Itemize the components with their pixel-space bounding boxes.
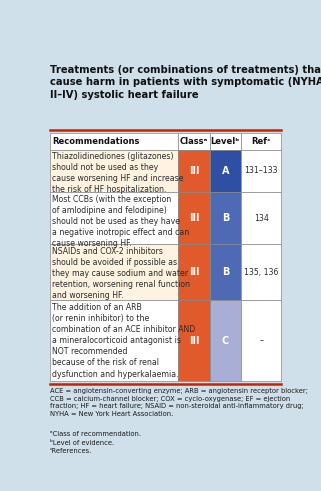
Bar: [178, 150, 210, 192]
Text: Recommendations: Recommendations: [52, 136, 139, 146]
Text: NSAIDs and COX-2 inhibitors
should be avoided if possible as
they may cause sodi: NSAIDs and COX-2 inhibitors should be av…: [52, 247, 190, 300]
Bar: [241, 150, 282, 192]
Text: Levelᵇ: Levelᵇ: [211, 136, 240, 146]
Text: The addition of an ARB
(or renin inhibitor) to the
combination of an ACE inhibit: The addition of an ARB (or renin inhibit…: [52, 303, 195, 379]
Bar: [241, 192, 282, 245]
Text: C: C: [222, 336, 229, 346]
Text: A: A: [221, 166, 229, 176]
Bar: [178, 300, 210, 381]
Bar: [210, 150, 241, 192]
Bar: [50, 245, 178, 300]
Bar: [50, 192, 178, 245]
Text: III: III: [189, 336, 199, 346]
Bar: [210, 245, 241, 300]
Text: 134: 134: [254, 214, 269, 223]
Text: ᵇLevel of evidence.: ᵇLevel of evidence.: [50, 439, 114, 446]
Bar: [210, 300, 241, 381]
Text: Treatments (or combinations of treatments) that may
cause harm in patients with : Treatments (or combinations of treatment…: [50, 65, 321, 100]
Text: 135, 136: 135, 136: [244, 268, 278, 277]
Bar: [178, 192, 210, 245]
Text: 131–133: 131–133: [245, 166, 278, 175]
Text: Most CCBs (with the exception
of amlodipine and felodipine)
should not be used a: Most CCBs (with the exception of amlodip…: [52, 195, 189, 248]
Text: III: III: [189, 268, 199, 277]
Bar: [178, 133, 210, 150]
Text: ᵃClass of recommendation.: ᵃClass of recommendation.: [50, 431, 141, 437]
Bar: [241, 245, 282, 300]
Text: ACE = angiotensin-converting enzyme; ARB = angiotensin receptor blocker;
CCB = c: ACE = angiotensin-converting enzyme; ARB…: [50, 388, 308, 417]
Text: Classᵃ: Classᵃ: [180, 136, 208, 146]
Bar: [210, 192, 241, 245]
Bar: [50, 300, 178, 381]
Text: B: B: [221, 213, 229, 223]
Text: Thiazolidinediones (glitazones)
should not be used as they
cause worsening HF an: Thiazolidinediones (glitazones) should n…: [52, 152, 183, 194]
Bar: [210, 133, 241, 150]
Text: III: III: [189, 213, 199, 223]
Text: B: B: [221, 268, 229, 277]
Bar: [178, 245, 210, 300]
Text: –: –: [259, 336, 263, 345]
Bar: [241, 133, 282, 150]
Bar: [241, 300, 282, 381]
Text: Refᶜ: Refᶜ: [251, 136, 271, 146]
Bar: [50, 150, 178, 192]
Bar: [50, 133, 178, 150]
Text: ᶜReferences.: ᶜReferences.: [50, 448, 92, 454]
Text: III: III: [189, 166, 199, 176]
